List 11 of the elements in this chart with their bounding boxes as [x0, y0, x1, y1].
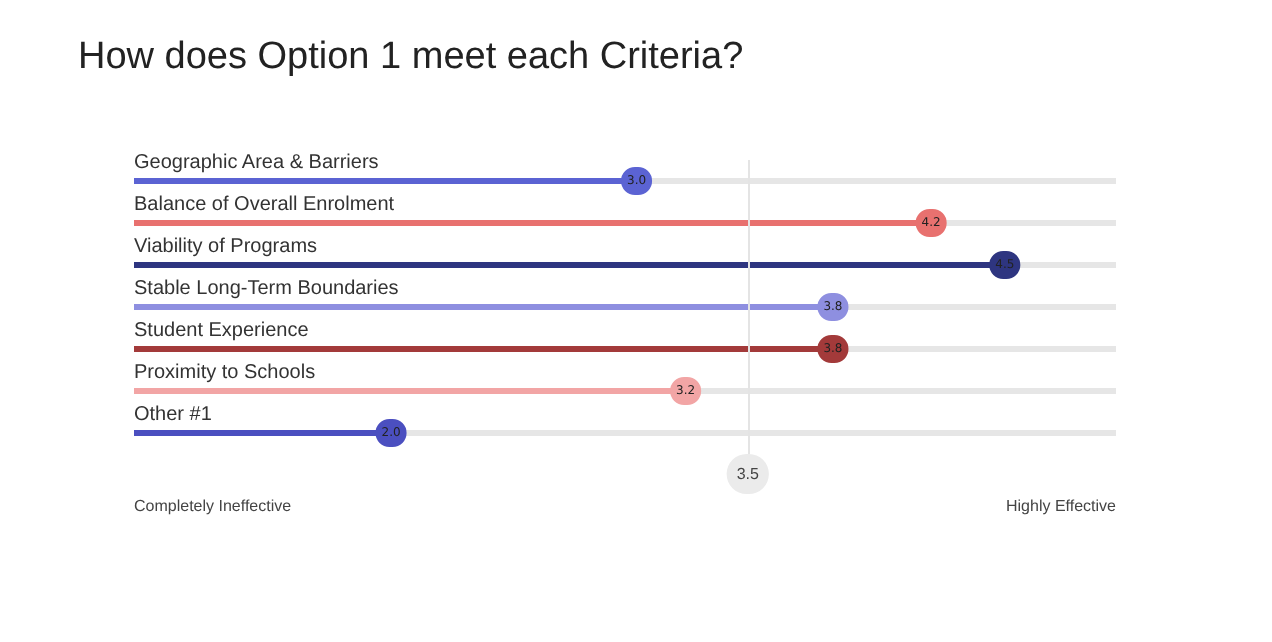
y-tick-label: Other #1	[134, 404, 213, 426]
ref-line-label: 3.5	[736, 465, 760, 483]
y-tick-label: Geographic Area & Barriers	[134, 152, 379, 174]
y-tick-label: Balance of Overall Enrolment	[134, 194, 395, 216]
text: Highly Effective	[1006, 497, 1118, 515]
y-tick-label: Proximity to Schools	[134, 362, 316, 384]
y-tick-label: Student Experience	[134, 320, 310, 342]
y-tick-label: Stable Long-Term Boundaries	[134, 278, 399, 300]
chart-title: How does Option 1 meet each Criteria?	[78, 36, 744, 78]
text: Completely Ineffective	[134, 497, 293, 515]
y-tick-label: Viability of Programs	[134, 236, 318, 258]
